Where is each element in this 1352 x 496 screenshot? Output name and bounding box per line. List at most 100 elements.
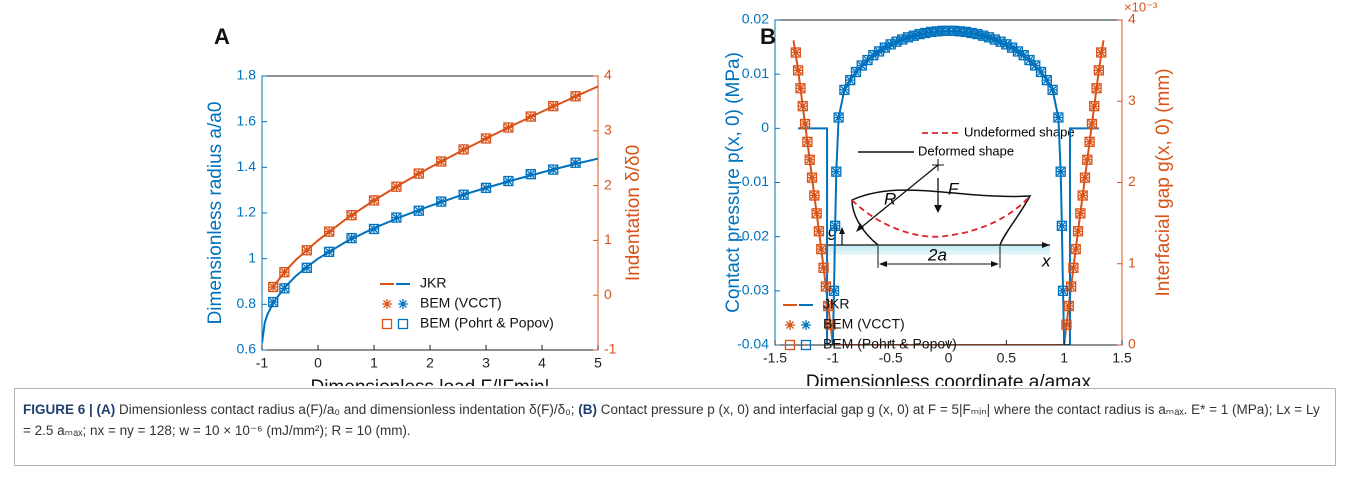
square-marker [436, 156, 447, 167]
square-marker [324, 226, 335, 237]
square-marker [480, 133, 492, 144]
asterisk-marker [828, 285, 839, 296]
square-marker [839, 84, 850, 96]
legend-symbol [381, 318, 393, 330]
deformed-shape [851, 189, 1032, 246]
asterisk-marker [989, 34, 1000, 45]
figure: Undeformed shape Deformed shape R F g 2a… [205, 0, 1174, 386]
square-marker [1089, 100, 1100, 112]
asterisk-marker [839, 84, 850, 95]
arrow-head [1042, 242, 1050, 248]
y2-tick-label: 1 [604, 231, 612, 247]
x-tick-label: 2 [426, 355, 434, 371]
asterisk-marker [795, 83, 806, 94]
legend-symbol [785, 320, 795, 330]
legend-label: JKR [823, 296, 849, 312]
x-axis-label: Dimensionless load F/|Fmin| [310, 377, 549, 386]
square-marker [850, 66, 862, 78]
asterisk-marker [960, 26, 971, 37]
square-marker [1091, 83, 1102, 94]
square-marker [873, 46, 885, 57]
legend-symbol [784, 339, 796, 351]
square-marker [902, 32, 914, 43]
asterisk-marker [891, 36, 902, 47]
asterisk-marker [1084, 136, 1095, 147]
square-marker [548, 100, 559, 112]
square-marker [268, 296, 279, 308]
asterisk-marker [346, 210, 357, 221]
y2-axis-label: Indentation δ/δ0 [623, 145, 644, 281]
asterisk-marker [995, 36, 1006, 47]
asterisk-marker [802, 136, 813, 147]
asterisk-marker [862, 55, 873, 66]
square-marker [525, 169, 536, 180]
x-tick-label: 3 [482, 355, 490, 371]
square-marker [1075, 208, 1086, 219]
y2-tick-label: 3 [1128, 92, 1136, 108]
square-marker [845, 74, 856, 86]
asterisk-marker [931, 26, 942, 37]
y-tick-label: 1.6 [237, 112, 257, 128]
panel-title: A [214, 24, 230, 49]
arrow-head [934, 205, 942, 213]
asterisk-marker [1012, 46, 1023, 57]
inset-legend-text: Deformed shape [918, 143, 1014, 158]
square-marker [268, 281, 279, 293]
y-axis-label: Contact pressure p(x, 0) (MPa) [723, 52, 744, 313]
asterisk-marker [804, 154, 815, 165]
asterisk-marker [807, 172, 818, 183]
square-marker [525, 111, 536, 122]
x-tick-label: -0.5 [879, 350, 903, 366]
substrate [826, 245, 1050, 255]
y-axis-label: Dimensionless radius a/a0 [205, 102, 226, 325]
inset-label: 2a [927, 245, 947, 264]
square-marker [279, 283, 290, 294]
asterisk-marker [793, 65, 804, 76]
asterisk-marker [548, 164, 559, 175]
legend-symbol [801, 320, 811, 330]
asterisk-marker [879, 42, 890, 53]
asterisk-marker [1093, 65, 1104, 76]
asterisk-marker [850, 67, 861, 77]
asterisk-marker [1061, 319, 1072, 330]
y2-tick-label: 1 [1128, 254, 1136, 270]
y-tick-label: -0.02 [737, 227, 769, 243]
square-marker [503, 175, 514, 187]
square-marker [548, 164, 559, 175]
x-tick-label: 5 [594, 355, 602, 371]
caption-run: Dimensionless contact radius a(F)/a₀ and… [115, 402, 579, 417]
y2-exponent: ×10⁻³ [1124, 0, 1158, 14]
square-marker [926, 26, 937, 38]
asterisk-marker [1058, 285, 1069, 296]
asterisk-marker [949, 25, 960, 36]
x-tick-label: -1.5 [763, 350, 787, 366]
asterisk-marker [1056, 220, 1067, 231]
asterisk-marker [833, 112, 844, 123]
square-marker [868, 50, 879, 61]
y2-tick-label: 4 [1128, 11, 1136, 27]
square-marker [324, 246, 335, 257]
square-marker [368, 195, 380, 206]
square-marker [937, 25, 948, 36]
square-marker [813, 226, 825, 237]
square-marker [908, 30, 919, 41]
asterisk-marker [1091, 83, 1102, 94]
square-marker [391, 212, 402, 223]
asterisk-marker [301, 262, 312, 273]
asterisk-marker [897, 34, 908, 45]
caption-run: Contact pressure p (x, 0) and interfacia… [23, 402, 1324, 438]
asterisk-marker [458, 189, 469, 200]
square-marker [960, 26, 971, 38]
legend-label: BEM (VCCT) [420, 295, 502, 311]
y-tick-label: 1.8 [237, 67, 257, 83]
square-marker [413, 168, 424, 179]
x-axis-label: Dimensionless coordinate a/amax [806, 372, 1092, 386]
square-marker [570, 157, 581, 168]
square-marker [1077, 190, 1088, 201]
square-marker [879, 42, 891, 53]
x-tick-label: 1 [1060, 350, 1068, 366]
square-marker [931, 26, 943, 37]
asterisk-marker [369, 195, 379, 206]
asterisk-marker [1063, 301, 1074, 311]
square-marker [954, 26, 966, 37]
